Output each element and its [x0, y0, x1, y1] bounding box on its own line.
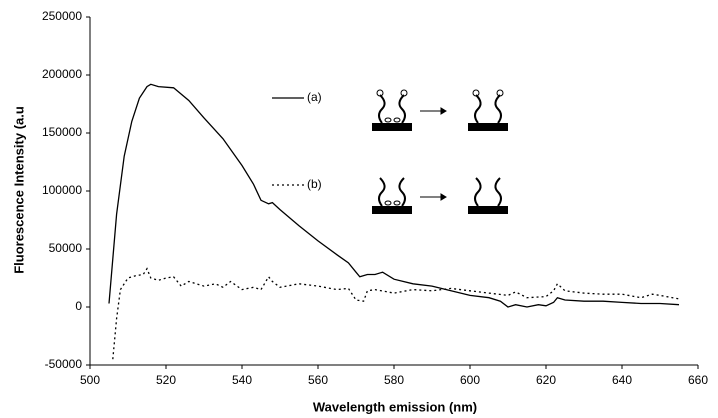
x-tick-label: 620: [536, 373, 556, 387]
x-tick-label: 640: [612, 373, 632, 387]
series-line: [112, 267, 680, 360]
x-tick-label: 600: [460, 373, 480, 387]
x-tick-label: 500: [80, 373, 100, 387]
y-tick-label: 0: [75, 299, 82, 313]
legend-label: (a): [307, 90, 322, 104]
y-tick-label: -50000: [45, 357, 83, 371]
x-tick-label: 560: [308, 373, 328, 387]
legend-icons: [372, 89, 508, 214]
x-axis-label: Wavelength emission (nm): [313, 399, 477, 414]
legend-label: (b): [307, 177, 322, 191]
x-tick-label: 580: [384, 373, 404, 387]
y-tick-label: 50000: [49, 241, 83, 255]
x-tick-label: 660: [688, 373, 708, 387]
x-tick-label: 520: [156, 373, 176, 387]
y-tick-label: 200000: [42, 67, 82, 81]
y-tick-label: 150000: [42, 125, 82, 139]
series-line: [108, 83, 680, 308]
y-tick-label: 100000: [42, 183, 82, 197]
y-tick-label: 250000: [42, 9, 82, 23]
x-tick-label: 540: [232, 373, 252, 387]
y-axis-label: Fluorescence Intensity (a.u: [11, 106, 26, 274]
